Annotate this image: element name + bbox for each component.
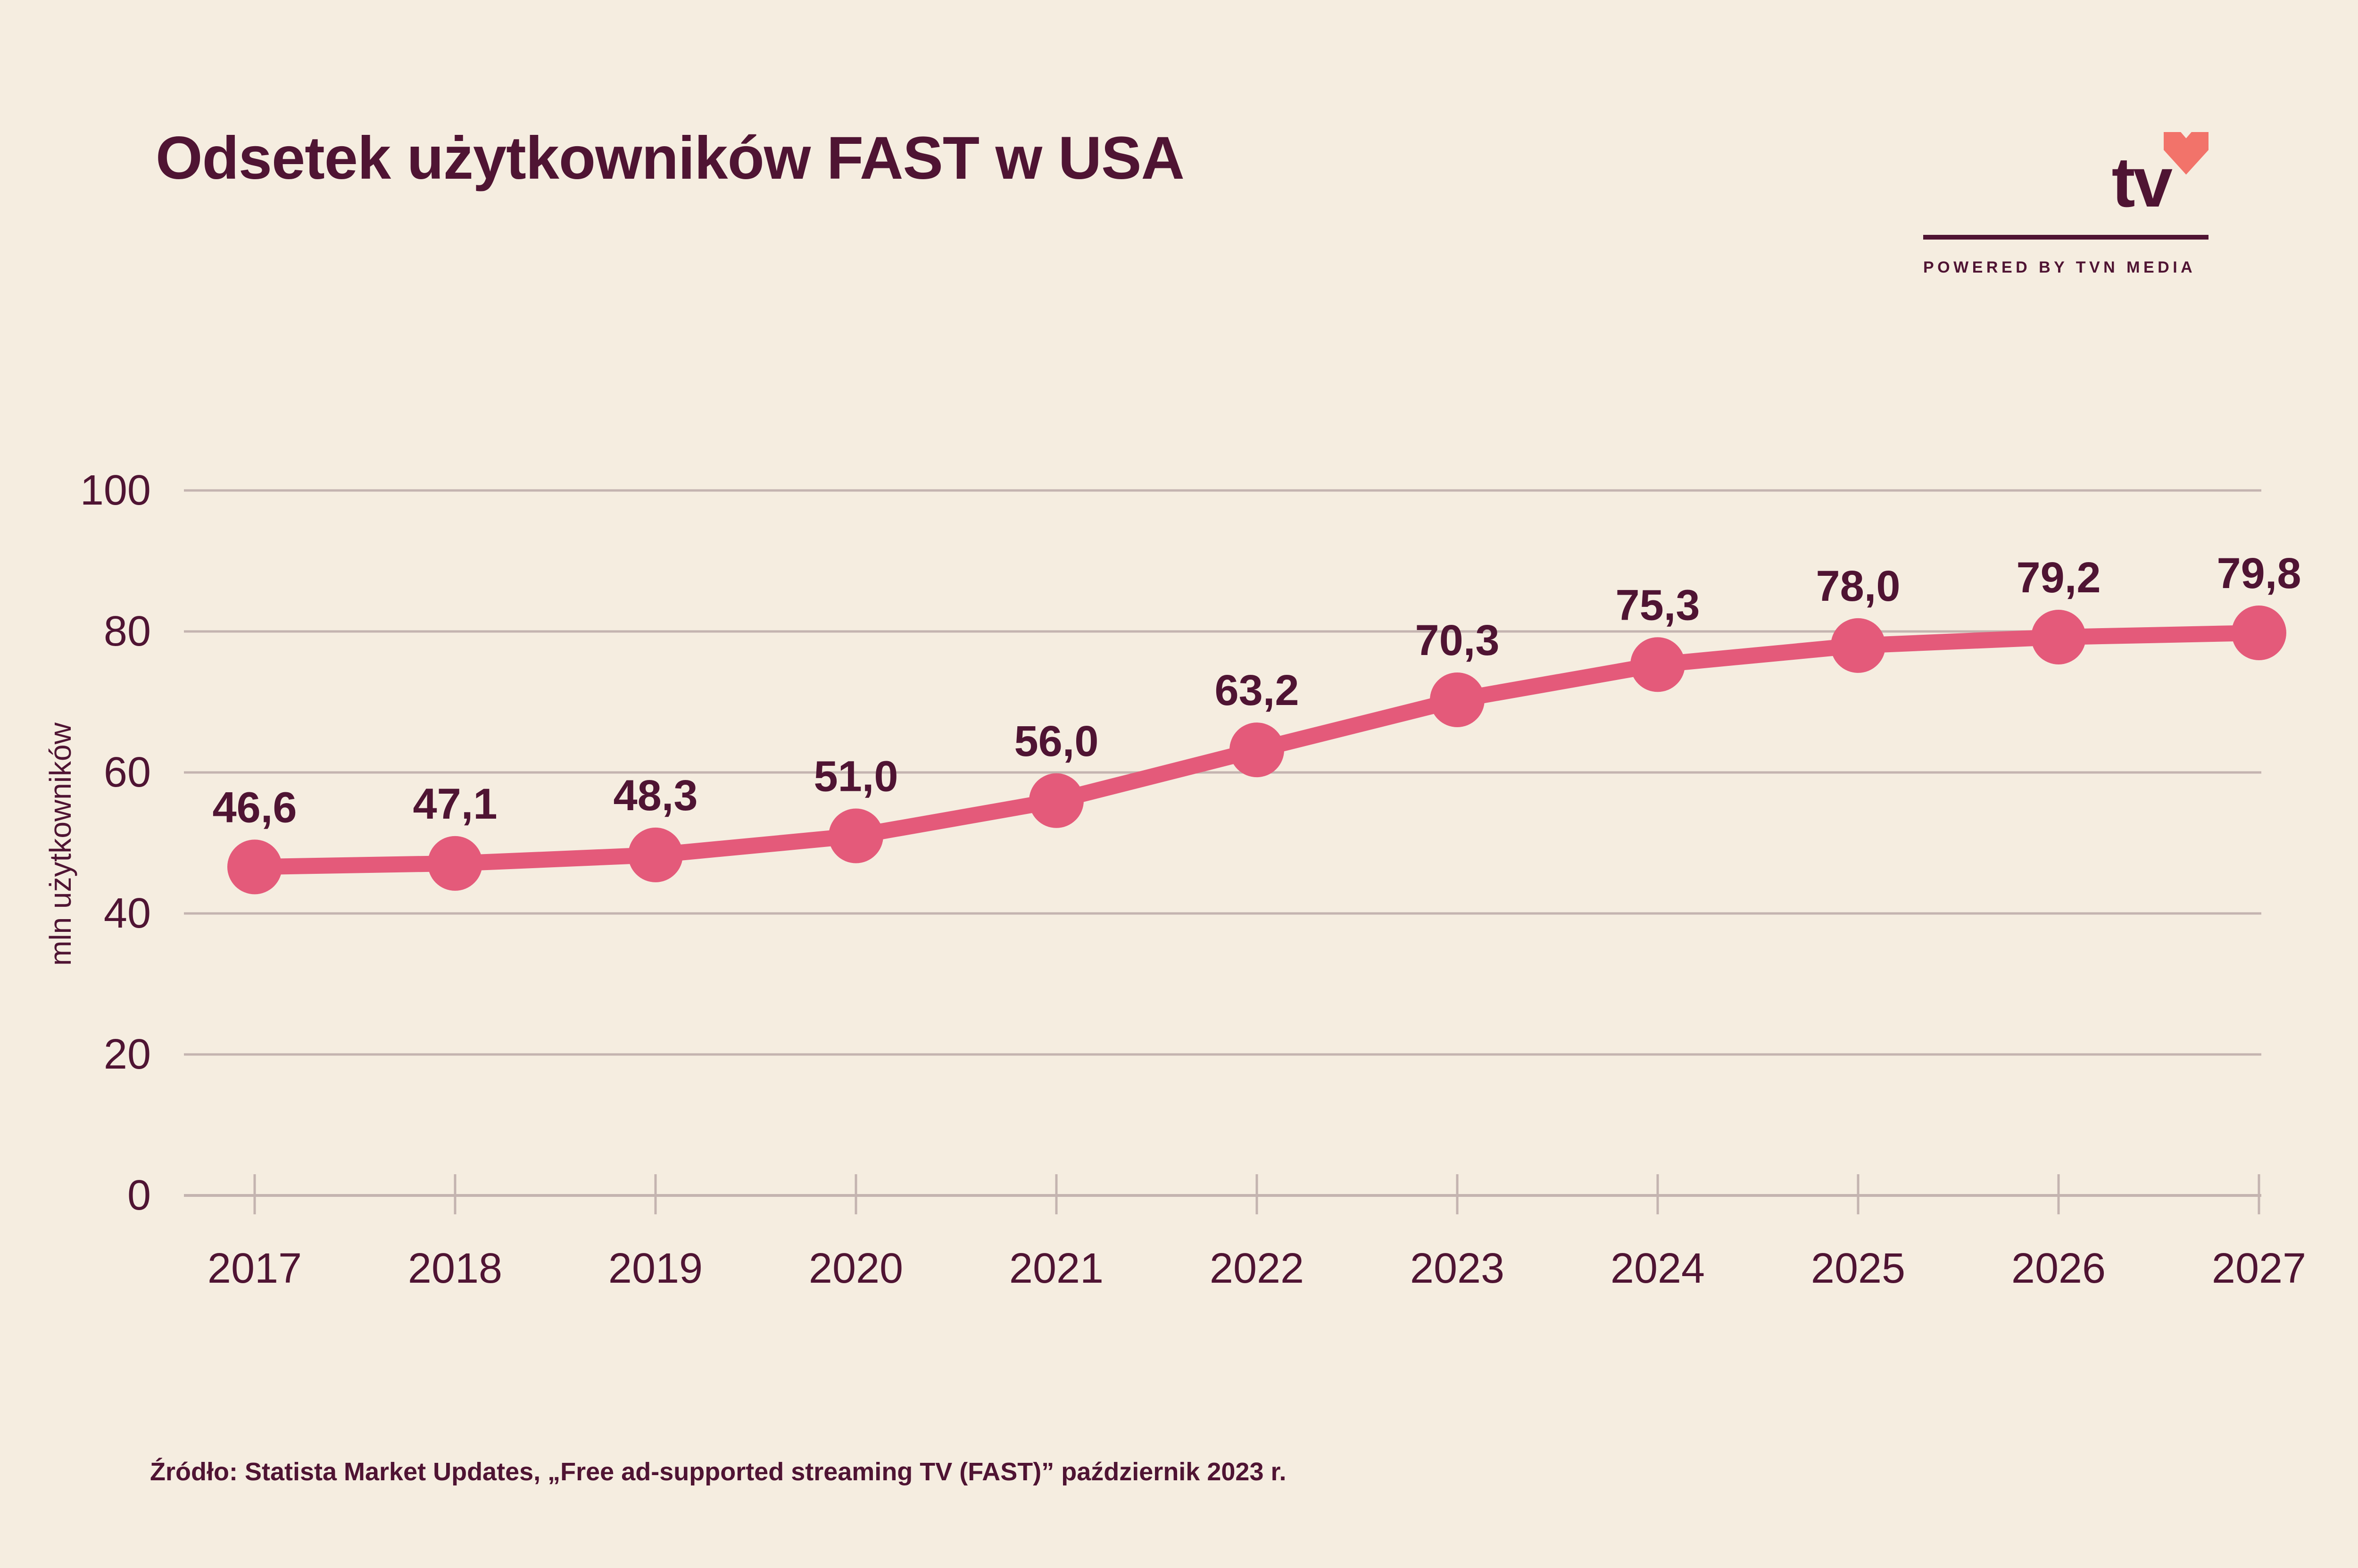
data-labels: 46,6 47,1 48,3 51,0 56,0 63,2 70,3 75,3 78,0 79,2… [212,549,2301,831]
data-label: 63,2 [1214,666,1299,714]
data-label: 46,6 [212,783,297,831]
y-tick-label: 100 [80,467,151,514]
x-tick-label: 2021 [1009,1245,1104,1292]
data-label: 79,2 [2016,554,2101,602]
data-point [1630,637,1685,692]
y-tick-label: 0 [127,1172,151,1219]
data-label: 79,8 [2217,549,2301,597]
data-label: 51,0 [814,753,898,801]
brand-logo: tv POWERED BY TVN MEDIA [1923,132,2209,283]
chart-title: Odsetek użytkowników FAST w USA [156,124,1185,192]
source-note: Źródło: Statista Market Updates, „Free a… [150,1458,1287,1486]
data-point [428,836,482,891]
data-label: 47,1 [413,780,497,828]
data-label: 75,3 [1615,581,1700,629]
y-tick-label: 80 [104,608,151,655]
x-tick-label: 2027 [2212,1245,2306,1292]
data-point [829,808,883,863]
y-tick-label: 60 [104,749,151,796]
data-label: 48,3 [613,772,697,820]
data-point [1029,773,1084,828]
data-point [1831,618,1885,673]
logo-tagline: POWERED BY TVN MEDIA [1923,258,2196,276]
logo-divider [1923,235,2209,240]
y-tick-label: 40 [104,890,151,937]
data-point [2232,605,2286,660]
data-point [628,827,683,882]
data-point [2031,609,2086,664]
x-tick-label: 2022 [1210,1245,1304,1292]
x-tick-label: 2026 [2011,1245,2106,1292]
y-tick-label: 20 [104,1031,151,1078]
data-point [1229,722,1284,778]
series [227,605,2286,895]
heart-icon [2164,132,2209,175]
x-tick-label: 2018 [408,1245,502,1292]
axes: 0 20 40 60 80 100 2017 2018 2019 2020 2021 2022 2023… [43,467,2306,1292]
grid-lines [184,489,2261,1056]
data-label: 56,0 [1014,717,1098,765]
data-point [1430,672,1485,728]
data-label: 78,0 [1816,562,1900,610]
x-tick-label: 2024 [1611,1245,1705,1292]
x-tick-label: 2025 [1811,1245,1905,1292]
x-tick-label: 2020 [809,1245,903,1292]
x-tick-label: 2023 [1410,1245,1504,1292]
data-point [227,839,282,895]
y-axis-title: mln użytkowników [43,722,77,966]
x-tick-label: 2019 [608,1245,703,1292]
logo-text: tv [2111,142,2173,222]
x-tick-label: 2017 [208,1245,302,1292]
data-label: 70,3 [1415,616,1499,664]
